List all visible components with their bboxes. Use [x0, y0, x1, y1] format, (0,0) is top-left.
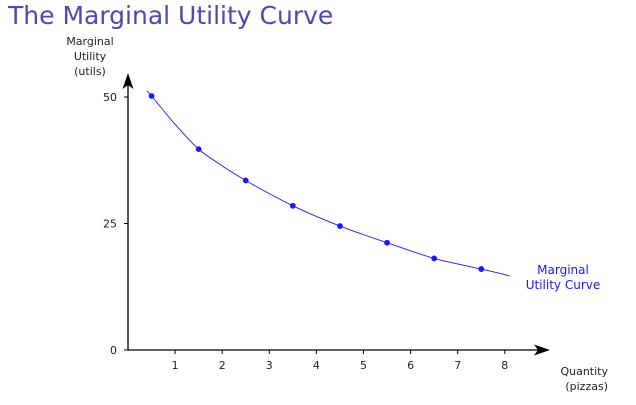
data-point — [431, 255, 438, 262]
x-axis-label-line: (pizzas) — [565, 380, 608, 393]
series-label: Marginal Utility Curve — [508, 263, 618, 293]
x-tick-label: 1 — [172, 359, 179, 372]
series-label-line: Utility Curve — [525, 278, 601, 292]
x-tick-label: 8 — [501, 359, 508, 372]
data-point — [242, 177, 249, 184]
data-point — [289, 202, 296, 209]
axes — [122, 73, 550, 356]
data-point — [195, 146, 202, 153]
x-tick-label: 7 — [454, 359, 461, 372]
x-axis-label-line: Quantity — [560, 365, 608, 378]
data-point — [337, 223, 343, 229]
y-axis-arrow — [122, 73, 134, 89]
x-tick-label: 3 — [266, 359, 273, 372]
y-axis-label-line: (utils) — [74, 65, 106, 78]
ticks: 0 25 50 1 2 3 4 5 6 7 8 — [103, 91, 508, 372]
y-axis-label-line: Marginal — [66, 35, 114, 48]
chart-title: The Marginal Utility Curve — [8, 1, 334, 30]
y-axis-label: Marginal Utility (utils) — [60, 34, 120, 79]
y-tick-label: 0 — [110, 344, 117, 357]
x-axis-label: Quantity (pizzas) — [528, 364, 608, 394]
y-axis-label-line: Utility — [73, 50, 107, 63]
series-label-line: Marginal — [537, 263, 589, 277]
data-point — [384, 239, 390, 246]
y-tick-label: 50 — [103, 91, 117, 104]
x-tick-label: 4 — [313, 359, 320, 372]
x-axis-arrow — [534, 344, 550, 356]
x-tick-label: 2 — [219, 359, 226, 372]
x-tick-label: 6 — [407, 359, 414, 372]
data-point — [148, 93, 155, 99]
series — [146, 90, 510, 277]
y-tick-label: 25 — [103, 218, 117, 231]
x-tick-label: 5 — [360, 359, 367, 372]
marginal-utility-curve — [146, 90, 510, 277]
data-point — [478, 266, 485, 272]
